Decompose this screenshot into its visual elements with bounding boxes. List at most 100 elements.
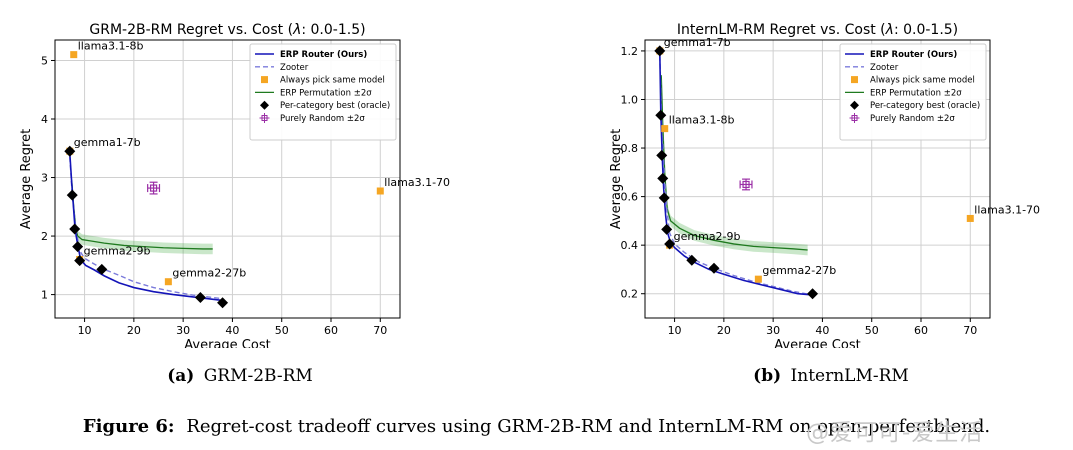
x-tick-label: 50 xyxy=(865,324,879,337)
x-tick-label: 30 xyxy=(766,324,780,337)
chart-b: InternLM-RM Regret vs. Cost (λ: 0.0-1.5)… xyxy=(609,22,1040,348)
oracle-point xyxy=(74,255,86,267)
same-model-label: gemma2-27b xyxy=(172,267,246,280)
oracle-point xyxy=(661,223,673,235)
subcaption-a: (a) GRM-2B-RM xyxy=(90,366,390,386)
same-model-label: gemma2-27b xyxy=(762,264,836,277)
y-axis-label: Average Regret xyxy=(609,129,624,229)
same-model-label: gemma2-9b xyxy=(674,230,741,243)
y-tick-label: 1 xyxy=(41,289,48,302)
chart-panel-b: InternLM-RM Regret vs. Cost (λ: 0.0-1.5)… xyxy=(600,18,1040,348)
legend-label: Always pick same model xyxy=(870,76,975,86)
chart-title: InternLM-RM Regret vs. Cost (λ: 0.0-1.5) xyxy=(677,22,958,38)
random-point xyxy=(742,180,750,189)
same-model-label: llama3.1-8b xyxy=(669,114,735,127)
same-model-label: llama3.1-70b xyxy=(384,176,450,189)
random-point xyxy=(149,184,158,192)
figure-caption: Figure 6: Regret-cost tradeoff curves us… xyxy=(0,416,1073,437)
x-tick-label: 20 xyxy=(127,324,141,337)
oracle-point xyxy=(69,223,81,235)
x-tick-label: 30 xyxy=(176,324,190,337)
subcaption-b: (b) InternLM-RM xyxy=(681,366,981,386)
legend-label: Zooter xyxy=(870,63,899,73)
same-model-label: llama3.1-8b xyxy=(78,40,144,53)
y-tick-label: 0.6 xyxy=(621,191,639,204)
plot-frame xyxy=(644,39,991,319)
x-tick-label: 20 xyxy=(717,324,731,337)
plot-frame xyxy=(54,39,401,319)
x-tick-label: 70 xyxy=(373,324,387,337)
x-tick-label: 60 xyxy=(324,324,338,337)
legend-label: ERP Permutation ±2σ xyxy=(280,88,372,98)
legend-handle-same-model xyxy=(851,76,858,84)
zooter-line xyxy=(659,55,813,296)
x-tick-label: 40 xyxy=(815,324,829,337)
x-tick-label: 70 xyxy=(963,324,977,337)
legend-box xyxy=(249,43,397,141)
same-model-label: gemma2-9b xyxy=(84,244,151,257)
oracle-point xyxy=(807,288,819,300)
x-tick-label: 60 xyxy=(914,324,928,337)
legend-handle-oracle xyxy=(850,100,859,110)
x-tick-label: 10 xyxy=(668,324,682,337)
oracle-point xyxy=(658,192,670,204)
x-tick-label: 50 xyxy=(275,324,289,337)
legend-handle-oracle xyxy=(260,100,269,110)
chart-title: GRM-2B-RM Regret vs. Cost (λ: 0.0-1.5) xyxy=(89,22,365,38)
same-model-point xyxy=(376,187,384,195)
legend-label: Per-category best (oracle) xyxy=(870,101,980,111)
oracle-point xyxy=(664,238,676,250)
y-tick-label: 4 xyxy=(41,113,48,126)
oracle-point xyxy=(656,149,668,161)
oracle-point xyxy=(194,292,206,304)
oracle-point xyxy=(64,145,76,157)
erp-permutation-line xyxy=(660,75,808,251)
erp-permutation-band xyxy=(71,175,213,255)
legend-handle-random xyxy=(261,115,268,121)
chart-panel-a: GRM-2B-RM Regret vs. Cost (λ: 0.0-1.5) 10… xyxy=(10,18,450,348)
legend-label: ERP Permutation ±2σ xyxy=(870,88,962,98)
y-tick-label: 0.2 xyxy=(621,288,639,301)
same-model-label: llama3.1-70b xyxy=(974,203,1040,216)
y-tick-label: 1.0 xyxy=(621,93,639,106)
y-tick-label: 1.2 xyxy=(621,45,639,58)
same-model-point xyxy=(661,125,669,133)
x-axis-label: Average Cost xyxy=(774,338,860,348)
legend-label: Always pick same model xyxy=(280,76,385,86)
x-tick-label: 40 xyxy=(225,324,239,337)
legend-label: Purely Random ±2σ xyxy=(280,114,365,124)
y-axis-label: Average Regret xyxy=(19,129,34,229)
oracle-point xyxy=(657,172,669,184)
erp-router-line xyxy=(658,50,813,296)
y-tick-label: 3 xyxy=(41,172,48,185)
erp-permutation-band xyxy=(661,69,808,256)
y-tick-label: 0.4 xyxy=(621,239,639,252)
oracle-point xyxy=(217,297,229,309)
legend-label: ERP Router (Ours) xyxy=(870,50,957,60)
oracle-point xyxy=(708,262,720,274)
y-tick-label: 5 xyxy=(41,54,48,67)
subcaption-b-text: InternLM-RM xyxy=(790,366,909,386)
same-model-point xyxy=(70,51,78,59)
oracle-point xyxy=(655,109,667,121)
legend-box xyxy=(839,43,987,141)
subcaption-b-tag: (b) xyxy=(753,366,782,386)
subcaption-a-tag: (a) xyxy=(167,366,195,386)
x-axis-label: Average Cost xyxy=(184,338,270,348)
legend-label: Purely Random ±2σ xyxy=(870,114,955,124)
same-model-point xyxy=(164,278,172,286)
chart-a: GRM-2B-RM Regret vs. Cost (λ: 0.0-1.5) 10… xyxy=(19,22,450,348)
same-model-label: gemma1-7b xyxy=(74,136,141,149)
figure-caption-text: Regret-cost tradeoff curves using GRM-2B… xyxy=(186,416,991,437)
oracle-point xyxy=(686,254,698,266)
legend-label: Zooter xyxy=(280,63,309,73)
oracle-point xyxy=(96,263,108,275)
same-model-point xyxy=(754,275,762,283)
y-tick-label: 2 xyxy=(41,230,48,243)
erp-router-line xyxy=(68,152,223,302)
x-tick-label: 10 xyxy=(78,324,92,337)
oracle-point xyxy=(72,241,84,253)
subcaption-a-text: GRM-2B-RM xyxy=(203,366,313,386)
same-model-label: gemma1-7b xyxy=(664,36,731,49)
figure-caption-label: Figure 6: xyxy=(82,416,175,437)
